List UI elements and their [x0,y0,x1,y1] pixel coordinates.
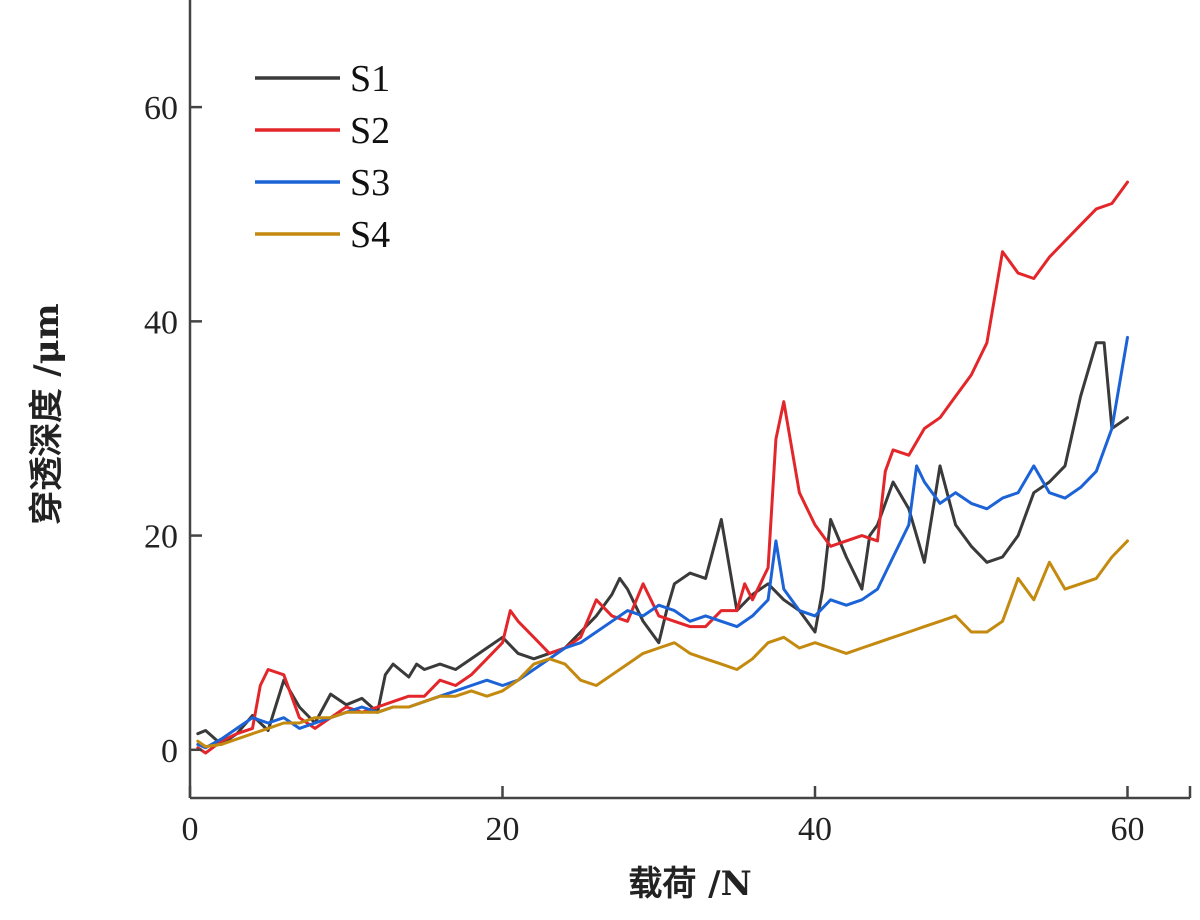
y-tick-label-3: 60 [144,90,178,127]
plot-area [196,180,1129,755]
x-axis-title: 载荷 /N [628,864,751,904]
y-tick-label-0: 0 [161,733,178,770]
legend-label-s4: S4 [350,214,390,256]
x-tick-label-2: 40 [798,811,832,848]
legend-label-s2: S2 [350,110,390,152]
series-line-s4 [196,539,1129,749]
legend: S1 S2 S3 S4 [255,58,390,256]
x-tick-label-1: 20 [486,811,520,848]
x-tick-label-0: 0 [182,811,199,848]
legend-label-s3: S3 [350,162,390,204]
series-line-s1 [196,341,1129,746]
series-line-s3 [196,335,1129,750]
y-tick-label-2: 40 [144,304,178,341]
legend-label-s1: S1 [350,58,390,100]
y-tick-label-1: 20 [144,519,178,556]
series-line-s2 [196,180,1129,755]
ticks: 0 20 40 60 0 20 40 60 [144,90,1145,848]
axes [188,0,1192,800]
x-tick-label-3: 60 [1111,811,1145,848]
y-axis-title: 穿透深度 /μm [27,303,67,524]
